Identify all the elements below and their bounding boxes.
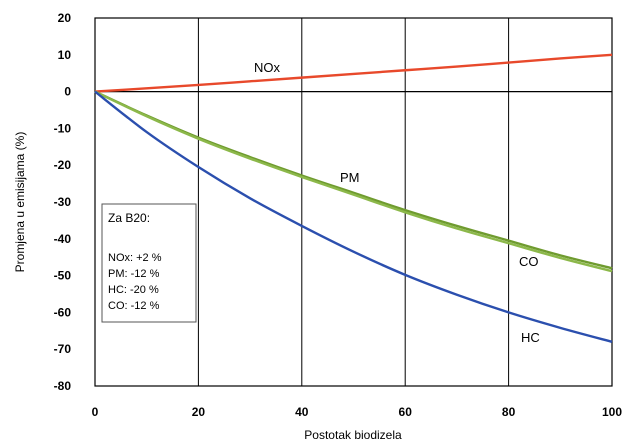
series-label-co: CO <box>519 254 539 269</box>
note-line-nox: NOx: +2 % <box>108 252 162 264</box>
x-tick-label: 60 <box>399 405 413 419</box>
b20-note-box: Za B20: NOx: +2 % PM: -12 % HC: -20 % CO… <box>101 203 197 323</box>
x-tick-label: 40 <box>295 405 309 419</box>
series-group <box>94 53 613 343</box>
y-tick-label: -70 <box>54 342 72 356</box>
y-tick-label: 20 <box>58 11 72 25</box>
x-tick-labels: 0 20 40 60 80 100 <box>92 405 623 419</box>
y-tick-label: 10 <box>58 48 72 62</box>
y-tick-label: -20 <box>54 158 72 172</box>
x-axis-title: Postotak biodizela <box>304 428 402 442</box>
y-tick-label: 0 <box>64 85 71 99</box>
x-tick-label: 100 <box>602 405 622 419</box>
series-line-co <box>94 90 613 273</box>
y-tick-label: -10 <box>54 121 72 135</box>
series-label-nox: NOx <box>254 60 281 75</box>
y-tick-label: -40 <box>54 232 72 246</box>
y-tick-label: -80 <box>54 379 72 393</box>
note-line-hc: HC: -20 % <box>108 284 159 296</box>
note-title: Za B20: <box>108 211 150 225</box>
grid <box>197 18 510 386</box>
y-axis-title: Promjena u emisijama (%) <box>13 132 27 273</box>
x-tick-label: 20 <box>192 405 206 419</box>
plot-area <box>94 17 613 387</box>
y-tick-label: -60 <box>54 305 72 319</box>
series-line-nox <box>94 53 613 93</box>
series-label-hc: HC <box>521 330 540 345</box>
note-line-co: CO: -12 % <box>108 300 160 312</box>
y-tick-labels: 20 10 0 -10 -20 -30 -40 -50 -60 -70 -80 <box>54 11 72 393</box>
note-box-frame <box>101 203 197 323</box>
series-label-pm: PM <box>340 170 360 185</box>
series-line-hc <box>94 90 613 343</box>
y-tick-label: -30 <box>54 195 72 209</box>
y-tick-label: -50 <box>54 269 72 283</box>
note-line-pm: PM: -12 % <box>108 268 160 280</box>
x-tick-label: 0 <box>92 405 99 419</box>
x-tick-label: 80 <box>502 405 516 419</box>
